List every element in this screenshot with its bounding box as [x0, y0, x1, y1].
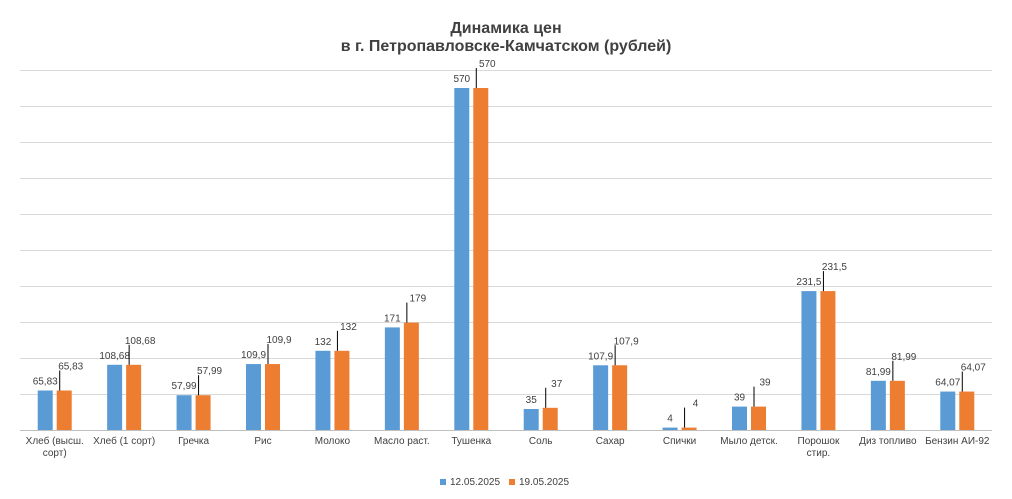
bar-series-2 — [473, 88, 489, 430]
category-label: Рис — [254, 436, 271, 447]
chart-title-line-2: в г. Петропавловске-Камчатском (рублей) — [341, 38, 672, 55]
bar-series-2 — [751, 406, 766, 430]
category-label: Диз топливо — [859, 436, 917, 447]
data-label-series-1: 108,68 — [99, 351, 130, 362]
bar-series-1 — [870, 380, 886, 430]
data-label-series-1: 64,07 — [935, 378, 960, 389]
bar-series-2 — [126, 364, 142, 430]
x-axis: Хлеб (высш.сорт) Хлеб (1 сорт) Гречка Рис Мо… — [20, 430, 992, 459]
category-label: Масло раст. — [374, 436, 430, 447]
bar-series-1 — [454, 88, 470, 430]
data-label-series-2: 81,99 — [891, 352, 916, 363]
data-label-series-2: 132 — [340, 322, 357, 333]
data-label-series-2: 39 — [759, 378, 771, 389]
category-label: Хлеб (высш. — [26, 435, 84, 447]
bar-series-1 — [662, 427, 678, 430]
category-label: Сахар — [596, 436, 625, 447]
bar-series-2 — [403, 322, 419, 430]
data-label-series-1: 81,99 — [866, 367, 891, 378]
legend-swatch-series-1 — [440, 479, 446, 485]
data-label-series-1: 570 — [453, 74, 470, 85]
data-label-series-2: 570 — [479, 59, 496, 70]
category-label: Порошок — [798, 436, 840, 447]
bar-series-1 — [732, 406, 747, 430]
category-label: Тушенка — [451, 436, 491, 447]
category-label: Бензин АИ-92 — [925, 436, 990, 447]
legend-swatch-series-2 — [509, 479, 515, 485]
bar-series-1 — [37, 390, 53, 430]
legend: 12.05.2025 19.05.2025 — [440, 477, 569, 488]
data-label-series-1: 109,9 — [241, 350, 266, 361]
data-label-series-2: 57,99 — [197, 366, 222, 377]
data-label-series-1: 35 — [526, 395, 538, 406]
bar-series-1 — [176, 395, 192, 430]
category-label: Мыло детск. — [720, 436, 778, 447]
legend-label-series-2: 19.05.2025 — [519, 477, 569, 488]
chart-title: Динамика цен в г. Петропавловске-Камчатс… — [341, 20, 672, 55]
category-label: сорт) — [43, 448, 67, 459]
bar-series-2 — [681, 427, 697, 430]
data-label-series-2: 231,5 — [822, 262, 847, 273]
gridlines — [20, 70, 992, 395]
bar-series-1 — [384, 327, 400, 430]
bar-series-1 — [246, 364, 261, 430]
data-label-series-2: 65,83 — [58, 362, 83, 373]
data-label-series-2: 107,9 — [614, 336, 639, 347]
category-label: Хлеб (1 сорт) — [93, 435, 155, 447]
category-label: Соль — [529, 436, 553, 447]
data-label-series-1: 65,83 — [33, 377, 58, 388]
bar-series-1 — [940, 391, 956, 430]
data-label-series-1: 4 — [667, 414, 673, 425]
bar-series-2 — [56, 390, 72, 430]
bars — [37, 88, 975, 430]
data-label-series-1: 39 — [734, 393, 746, 404]
data-label-series-2: 108,68 — [125, 336, 156, 347]
data-label-series-1: 107,9 — [588, 351, 613, 362]
bar-series-2 — [542, 407, 558, 430]
bar-series-2 — [820, 291, 836, 430]
bar-series-1 — [107, 364, 123, 430]
data-label-series-2: 4 — [693, 399, 699, 410]
category-label: Гречка — [178, 436, 209, 447]
data-label-series-1: 231,5 — [796, 277, 821, 288]
bar-series-1 — [523, 409, 539, 430]
category-label: Спички — [663, 436, 696, 447]
data-label-series-2: 179 — [410, 294, 427, 305]
bar-series-1 — [315, 350, 331, 430]
bar-series-1 — [801, 291, 817, 430]
bar-series-1 — [593, 365, 609, 430]
bar-series-2 — [195, 395, 211, 430]
data-label-series-2: 37 — [551, 379, 563, 390]
legend-label-series-1: 12.05.2025 — [450, 477, 500, 488]
data-label-series-1: 57,99 — [172, 381, 197, 392]
data-label-series-2: 109,9 — [266, 335, 291, 346]
bar-series-2 — [889, 380, 905, 430]
data-label-series-2: 64,07 — [961, 363, 986, 374]
category-label: стир. — [807, 448, 831, 459]
data-label-series-1: 132 — [315, 337, 332, 348]
category-label: Молоко — [315, 436, 351, 447]
bar-series-2 — [334, 350, 350, 430]
chart-title-line-1: Динамика цен — [450, 20, 561, 37]
bar-series-2 — [959, 391, 975, 430]
bar-series-2 — [612, 365, 628, 430]
bar-series-2 — [265, 364, 280, 430]
data-label-series-1: 171 — [384, 313, 401, 324]
